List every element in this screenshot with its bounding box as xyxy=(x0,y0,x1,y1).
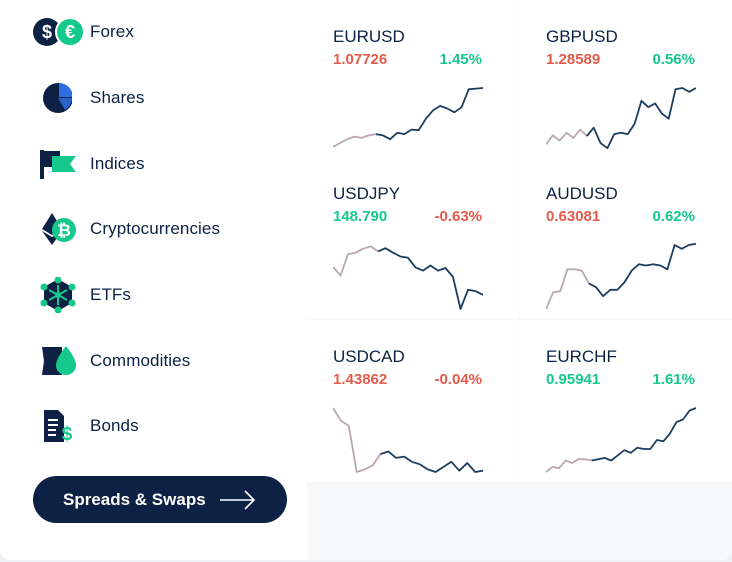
bonds-document-icon: $ xyxy=(32,406,90,446)
instrument-price: 148.790 xyxy=(333,208,388,225)
sparkline-series xyxy=(586,87,696,150)
sparkline-chart xyxy=(333,87,483,148)
sparkline-series xyxy=(380,450,483,473)
sparkline-series xyxy=(588,242,696,298)
sparkline-series xyxy=(546,128,588,145)
sparkline-series xyxy=(546,268,590,310)
instrument-tile-gbpusd[interactable]: GBPUSD 1.28589 0.56% xyxy=(520,0,732,162)
instrument-change: -0.04% xyxy=(434,371,482,388)
svg-text:₿: ₿ xyxy=(57,221,71,240)
instrument-tile-usdcad[interactable]: USDCAD 1.43862 -0.04% xyxy=(307,320,519,482)
sparkline-chart xyxy=(546,407,696,473)
instrument-symbol: USDCAD xyxy=(333,347,405,366)
sparkline-chart xyxy=(333,407,483,473)
sparkline-chart xyxy=(546,87,696,150)
instrument-price: 0.95941 xyxy=(546,371,601,388)
forex-icon: $ € xyxy=(32,12,90,52)
sparkline-series xyxy=(375,87,483,141)
sparkline-series xyxy=(546,458,592,473)
arrow-right-icon xyxy=(219,489,257,516)
sidebar-item-label: Bonds xyxy=(90,416,139,435)
spreads-swaps-label: Spreads & Swaps xyxy=(63,489,206,509)
instrument-change: -0.63% xyxy=(434,208,482,225)
sidebar-item-indices[interactable]: Indices xyxy=(32,144,282,184)
instrument-tile-usdjpy[interactable]: USDJPY 148.790 -0.63% xyxy=(307,157,519,319)
instrument-change: 1.61% xyxy=(652,371,695,388)
sparkline-chart xyxy=(546,242,696,310)
svg-text:$: $ xyxy=(42,22,52,42)
instrument-symbol: AUDUSD xyxy=(546,184,618,203)
instrument-symbol: EURCHF xyxy=(546,347,617,366)
sparkline-series xyxy=(333,245,379,277)
instrument-tile-audusd[interactable]: AUDUSD 0.63081 0.62% xyxy=(520,157,732,319)
etf-network-icon xyxy=(32,275,90,315)
instrument-tile-eurusd[interactable]: EURUSD 1.07726 1.45% xyxy=(307,0,519,162)
instrument-change: 0.56% xyxy=(652,51,695,68)
instrument-grid: EURUSD 1.07726 1.45% GBPUSD 1.28589 0.56… xyxy=(307,0,732,560)
instrument-price: 0.63081 xyxy=(546,208,601,225)
asset-class-sidebar: $ € Forex Shares xyxy=(0,0,307,560)
svg-text:€: € xyxy=(65,22,75,42)
instrument-tile-eurchf[interactable]: EURCHF 0.95941 1.61% xyxy=(520,320,732,482)
indices-flag-icon xyxy=(32,144,90,184)
sparkline-series xyxy=(377,247,483,310)
bitcoin-icon: ₿ xyxy=(32,209,90,249)
instrument-symbol: EURUSD xyxy=(333,27,405,46)
shares-pie-icon xyxy=(32,78,90,118)
sparkline-series xyxy=(591,407,696,462)
instrument-change: 0.62% xyxy=(652,208,695,225)
sparkline-series xyxy=(333,133,377,148)
commodities-drop-icon xyxy=(32,341,90,381)
instrument-symbol: GBPUSD xyxy=(546,27,618,46)
sidebar-item-label: ETFs xyxy=(90,285,132,304)
sidebar-item-etfs[interactable]: ETFs xyxy=(32,275,282,315)
instrument-price: 1.43862 xyxy=(333,371,388,388)
instrument-change: 1.45% xyxy=(439,51,482,68)
sparkline-chart xyxy=(333,245,483,310)
sidebar-item-cryptocurrencies[interactable]: ₿ Cryptocurrencies xyxy=(32,209,282,249)
sidebar-item-shares[interactable]: Shares xyxy=(32,78,282,118)
sidebar-item-label: Shares xyxy=(90,88,145,107)
sidebar-item-label: Cryptocurrencies xyxy=(90,219,221,238)
sidebar-item-label: Commodities xyxy=(90,351,191,370)
instrument-symbol: USDJPY xyxy=(333,184,401,203)
sidebar-item-label: Forex xyxy=(90,22,134,41)
sidebar-item-commodities[interactable]: Commodities xyxy=(32,341,282,381)
sidebar-item-forex[interactable]: $ € Forex xyxy=(32,12,282,52)
instrument-price: 1.07726 xyxy=(333,51,388,68)
sidebar-item-label: Indices xyxy=(90,154,145,173)
spreads-swaps-button[interactable]: Spreads & Swaps xyxy=(33,476,287,523)
sparkline-series xyxy=(333,407,382,473)
sidebar-item-bonds[interactable]: $ Bonds xyxy=(32,406,282,446)
instrument-price: 1.28589 xyxy=(546,51,601,68)
svg-text:$: $ xyxy=(62,424,73,444)
